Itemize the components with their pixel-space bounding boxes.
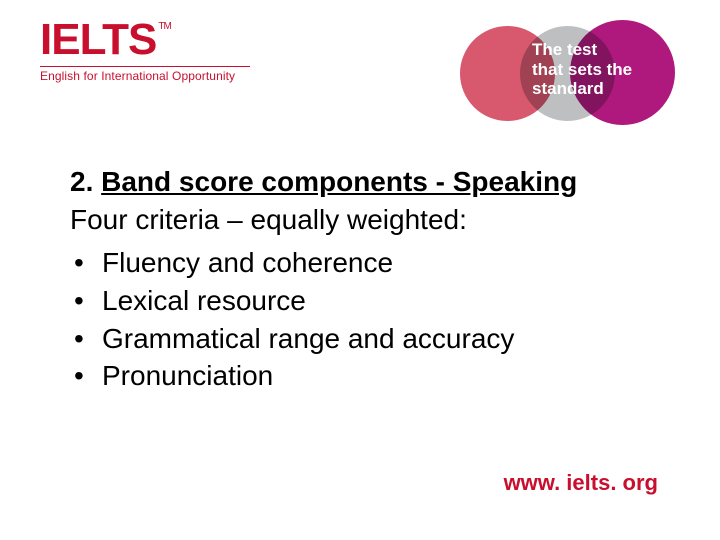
logo-tm: TM <box>158 21 170 32</box>
list-item: Pronunciation <box>70 357 650 395</box>
list-item: Fluency and coherence <box>70 244 650 282</box>
badge-circles: The test that sets the standard <box>460 18 680 128</box>
logo-tagline: English for International Opportunity <box>40 69 250 83</box>
badge-text: The test that sets the standard <box>532 40 632 99</box>
logo-divider <box>40 66 250 67</box>
badge-line-3: standard <box>532 79 632 99</box>
list-item: Lexical resource <box>70 282 650 320</box>
slide-heading: 2. Band score components - Speaking <box>70 166 650 198</box>
footer-url: www. ielts. org <box>504 470 658 496</box>
bullet-list: Fluency and coherence Lexical resource G… <box>70 244 650 395</box>
badge-line-2: that sets the <box>532 60 632 80</box>
slide-content: 2. Band score components - Speaking Four… <box>0 128 720 395</box>
list-item: Grammatical range and accuracy <box>70 320 650 358</box>
slide-header: IELTSTM English for International Opport… <box>0 0 720 128</box>
logo-wordmark: IELTSTM <box>40 18 250 62</box>
badge-line-1: The test <box>532 40 632 60</box>
logo-text: IELTS <box>40 15 156 64</box>
ielts-logo: IELTSTM English for International Opport… <box>40 18 250 83</box>
slide-subheading: Four criteria – equally weighted: <box>70 204 650 236</box>
heading-prefix: 2. <box>70 166 101 197</box>
heading-underlined: Band score components - Speaking <box>101 166 577 197</box>
